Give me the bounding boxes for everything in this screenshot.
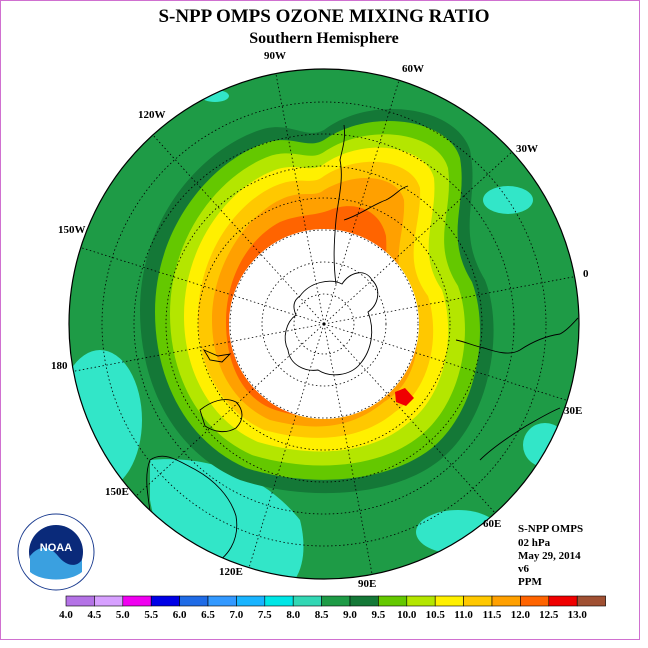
lon-label-120w: 120W [138, 109, 166, 121]
tasmania-coastline [202, 349, 232, 363]
graticule [69, 69, 579, 579]
lon-label-90w: 90W [264, 50, 286, 62]
colorbar-tick-label: 8.5 [315, 609, 329, 621]
colorbar-tick-label: 4.0 [59, 609, 73, 621]
colorbar-tick-label: 9.5 [372, 609, 386, 621]
lon-label-60w: 60W [402, 63, 424, 75]
info-version: v6 [518, 563, 529, 575]
colorbar-swatch [378, 595, 408, 607]
info-instrument: S-NPP OMPS [518, 523, 584, 535]
colorbar-tick-label: 4.5 [88, 609, 102, 621]
colorbar-swatch [94, 595, 124, 607]
ozone-contour-low-west [69, 350, 142, 490]
colorbar-swatch [349, 595, 379, 607]
colorbar-swatch [520, 595, 550, 607]
colorbar-swatch [292, 595, 322, 607]
lon-label-180: 180 [51, 360, 68, 372]
lon-label-150e: 150E [105, 486, 129, 498]
figure-frame [0, 0, 640, 640]
ozone-contour-low-north [201, 90, 229, 102]
new-zealand-coastline [199, 399, 243, 433]
colorbar-tick-label: 8.0 [286, 609, 300, 621]
antarctica-coastline [284, 272, 379, 376]
colorbar-swatch [434, 595, 464, 607]
colorbar-tick-label: 10.0 [397, 609, 417, 621]
colorbar-swatch [150, 595, 180, 607]
colorbar-swatch [548, 595, 578, 607]
ozone-contour-low-southeast [416, 510, 500, 554]
colorbar-swatch [264, 595, 294, 607]
ozone-contour-low-northeast [483, 186, 533, 214]
colorbar-tick-label: 9.0 [343, 609, 357, 621]
south-pole-marker [322, 322, 326, 326]
colorbar-tick-label: 5.5 [144, 609, 158, 621]
colorbar: 4.0 4.5 5.0 5.5 6.0 6.5 7.0 7.5 8.0 8.5 9.0 9.5 10.0… [59, 595, 606, 621]
colorbar-swatch [179, 595, 209, 607]
info-pressure: 02 hPa [518, 537, 551, 549]
lon-label-150w: 150W [58, 224, 86, 236]
lon-label-90e: 90E [358, 578, 377, 590]
info-units: PPM [518, 576, 542, 588]
antarctic-peninsula-south-america-coast [333, 124, 345, 285]
colorbar-tick-label: 6.5 [201, 609, 215, 621]
map-title: S-NPP OMPS OZONE MIXING RATIO [158, 6, 490, 27]
colorbar-tick-label: 10.5 [426, 609, 446, 621]
lon-label-30w: 30W [516, 143, 538, 155]
lon-label-0: 0 [583, 268, 589, 280]
africa-east-coast [479, 407, 561, 461]
south-america-southern-coast [343, 185, 409, 221]
colorbar-tick-label: 5.0 [116, 609, 130, 621]
colorbar-swatch [122, 595, 152, 607]
colorbar-swatch [321, 595, 351, 607]
colorbar-swatch [406, 595, 436, 607]
noaa-logo-text: NOAA [40, 542, 72, 554]
colorbar-swatch [65, 595, 95, 607]
colorbar-tick-label: 12.5 [539, 609, 559, 621]
lon-label-120e: 120E [219, 566, 243, 578]
lon-label-60e: 60E [483, 518, 502, 530]
colorbar-tick-label: 11.5 [483, 609, 502, 621]
info-date: May 29, 2014 [518, 550, 581, 562]
colorbar-tick-label: 12.0 [511, 609, 531, 621]
colorbar-tick-label: 7.0 [230, 609, 244, 621]
ozone-contour-low-east [523, 423, 567, 467]
noaa-logo: NOAA [17, 513, 95, 591]
colorbar-tick-label: 6.0 [173, 609, 187, 621]
map-subtitle: Southern Hemisphere [249, 30, 399, 47]
colorbar-swatch [576, 595, 606, 607]
colorbar-swatch [463, 595, 493, 607]
colorbar-tick-label: 7.5 [258, 609, 272, 621]
colorbar-swatch [236, 595, 266, 607]
colorbar-tick-label: 11.0 [454, 609, 473, 621]
ozone-contour-12.0 [395, 388, 414, 406]
map-boundary [68, 68, 580, 580]
colorbar-tick-label: 13.0 [568, 609, 588, 621]
africa-southern-coast [455, 317, 579, 354]
colorbar-swatch [207, 595, 237, 607]
lon-label-30e: 30E [564, 405, 583, 417]
colorbar-swatch [491, 595, 521, 607]
